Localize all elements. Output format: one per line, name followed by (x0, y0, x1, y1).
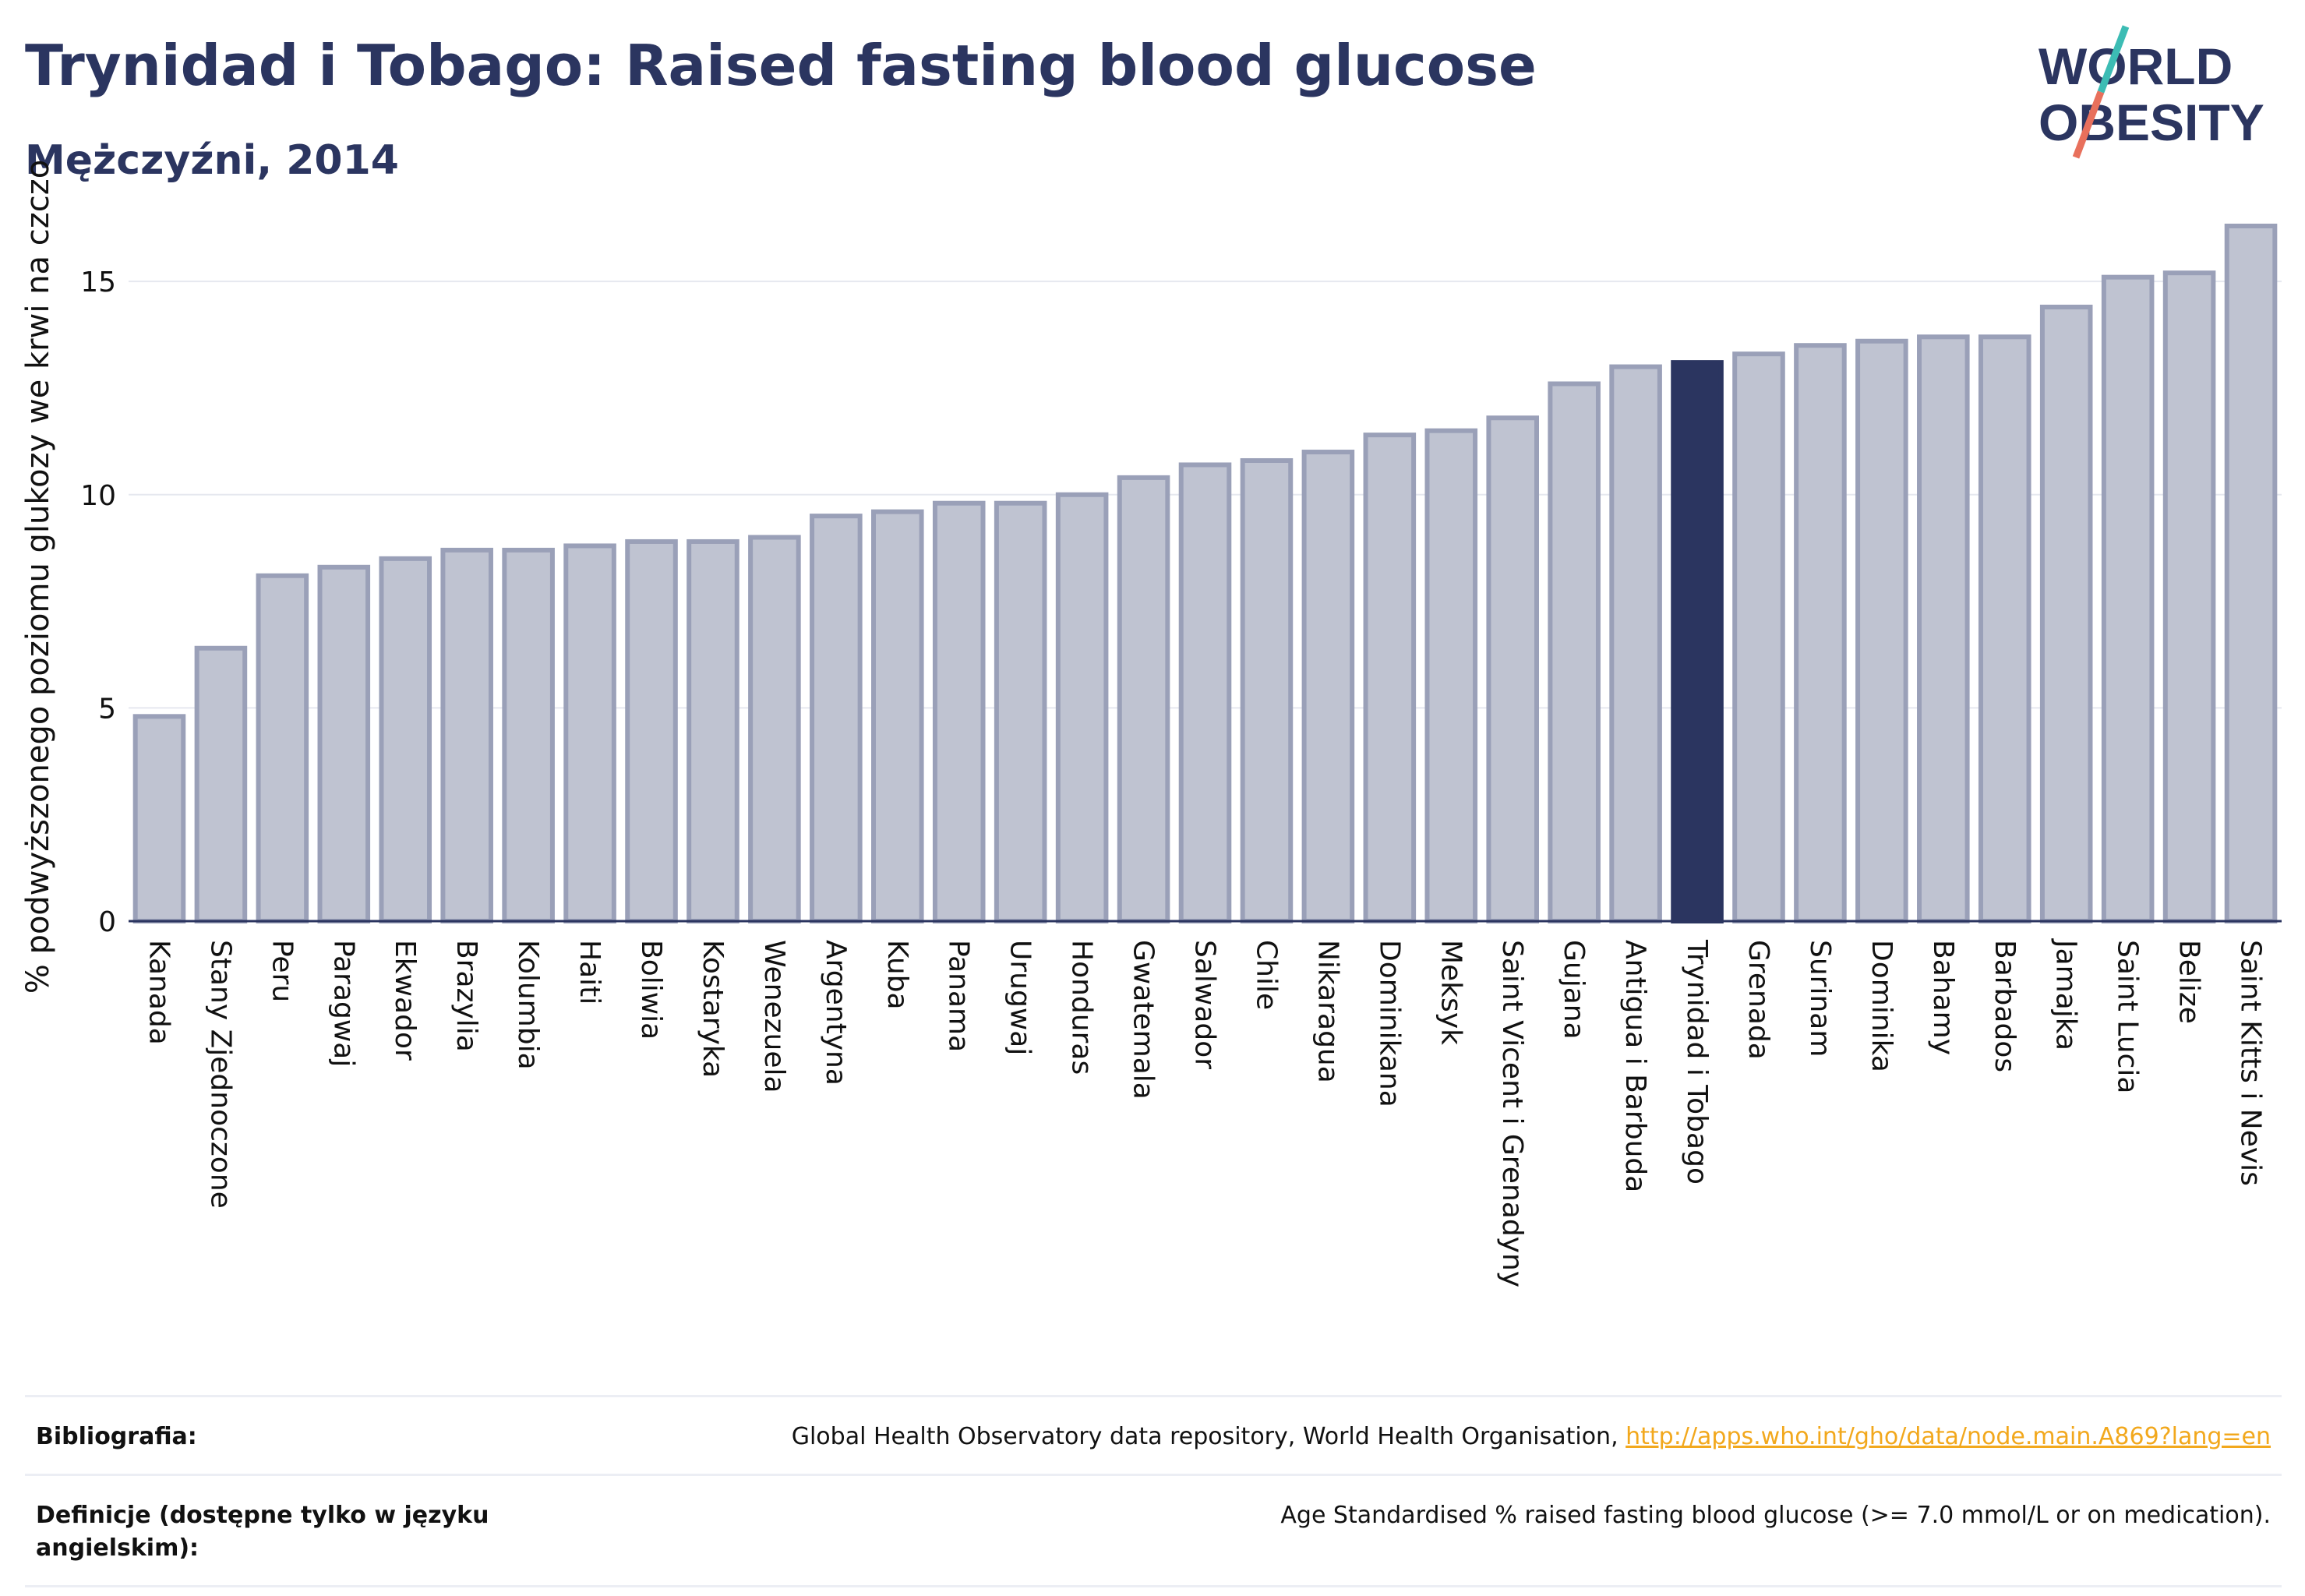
bar-jamajka (2039, 304, 2093, 923)
bar-haiti (563, 543, 616, 923)
y-tick-label: 10 (80, 480, 116, 512)
bar-paragwaj (317, 564, 371, 923)
footer-row-definitions: Definicje (dostępne tylko w języku angie… (25, 1474, 2282, 1587)
x-tick-label: Dominikana (1373, 940, 1405, 1107)
bar-barbados (1978, 334, 2031, 923)
chart-footer: Bibliografia: Global Health Observatory … (25, 1395, 2282, 1587)
chart-subtitle: Mężczyźni, 2014 (25, 137, 399, 184)
x-tick-label: Haiti (574, 940, 605, 1005)
bar-panama (932, 500, 986, 923)
bar-grenada (1732, 351, 1785, 924)
x-tick-label: Antigua i Barbuda (1619, 940, 1651, 1192)
x-tick-label: Salwador (1189, 940, 1221, 1069)
bar-gujana (1548, 381, 1601, 923)
bibliography-text: Global Health Observatory data repositor… (791, 1423, 1626, 1450)
bar-argentyna (810, 514, 863, 923)
bar-ekwador (379, 556, 432, 923)
bar-nikaragua (1301, 450, 1355, 923)
definitions-label: Definicje (dostępne tylko w języku angie… (36, 1502, 489, 1562)
x-tick-label: Wenezuela (758, 940, 790, 1093)
bar-chart: 0 5 10 15 Kanada Stany Zjednoczone Peru Paragw… (20, 160, 2282, 1287)
x-tick-label: Ekwador (389, 940, 421, 1061)
x-tick-label: Honduras (1066, 940, 1098, 1075)
bar-belize (2162, 270, 2216, 924)
bar-brazylia (440, 547, 493, 923)
bar-honduras (1055, 492, 1109, 923)
x-tick-label: Kanada (143, 940, 175, 1045)
x-tick-label: Saint Lucia (2112, 940, 2144, 1093)
bar-wenezuela (748, 535, 801, 924)
bar-antigua-i-barbuda (1609, 364, 1662, 924)
x-tick-label: Nikaragua (1311, 940, 1343, 1083)
bar-peru (256, 573, 309, 923)
bar-dominika (1855, 338, 1908, 924)
x-tick-label: Surinam (1804, 940, 1836, 1057)
world-obesity-logo: WORLD OBESITY (2038, 25, 2264, 159)
x-tick-label: Kostaryka (697, 940, 729, 1078)
bibliography-link[interactable]: http://apps.who.int/gho/data/node.main.A… (1626, 1423, 2271, 1450)
bar-saint-kitts-i-nevis (2224, 224, 2278, 923)
x-tick-label: Paragwaj (327, 940, 359, 1067)
x-tick-label: Chile (1250, 940, 1282, 1010)
definitions-value: Age Standardised % raised fasting blood … (1280, 1502, 2271, 1529)
bar-boliwia (625, 538, 678, 923)
logo-slash-teal (2097, 25, 2130, 94)
bar-stany-zjednoczone (194, 645, 248, 923)
x-tick-label: Argentyna (820, 940, 852, 1086)
bar-kanada (132, 714, 186, 923)
bar-salwador (1178, 462, 1232, 923)
x-axis-ticks: Kanada Stany Zjednoczone Peru Paragwaj Ekwad… (143, 938, 2266, 1287)
chart-title: Trynidad i Tobago: Raised fasting blood … (25, 33, 1537, 98)
bar-meksyk (1424, 428, 1478, 923)
x-tick-label: Belize (2173, 940, 2205, 1024)
x-tick-label: Trynidad i Tobago (1681, 939, 1713, 1185)
bar-kuba (870, 509, 924, 923)
bibliography-value: Global Health Observatory data repositor… (792, 1421, 2271, 1453)
logo-text-line1: WORLD (2038, 37, 2233, 95)
x-tick-label: Saint Kitts i Nevis (2235, 940, 2267, 1186)
logo-text-line2: OBESITY (2038, 94, 2264, 151)
x-tick-label: Gwatemala (1128, 940, 1160, 1100)
bar-kolumbia (502, 547, 555, 923)
x-tick-label: Barbados (1989, 940, 2021, 1072)
x-tick-label: Meksyk (1435, 940, 1467, 1045)
bar-gwatemala (1117, 475, 1170, 923)
x-tick-label: Peru (266, 940, 298, 1002)
x-tick-label: Panama (943, 940, 975, 1052)
y-axis-ticks: 0 5 10 15 (80, 267, 116, 938)
bars (132, 224, 2278, 924)
bibliography-label: Bibliografia: (36, 1423, 197, 1450)
bar-urugwaj (994, 500, 1047, 923)
y-tick-label: 5 (98, 693, 116, 725)
y-tick-label: 15 (80, 267, 116, 298)
bar-trynidad-i-tobago (1671, 360, 1724, 923)
logo-slash-coral (2072, 90, 2105, 159)
bar-saint-vicent-i-grenadyny (1486, 415, 1540, 923)
x-tick-label: Jamajka (2050, 938, 2082, 1050)
bar-kostaryka (687, 538, 740, 923)
x-tick-label: Dominika (1866, 940, 1897, 1072)
bar-saint-lucia (2101, 274, 2155, 923)
bar-chile (1240, 457, 1294, 923)
y-axis-label: % podwyższonego poziomu glukozy we krwi … (20, 160, 56, 994)
bar-dominikana (1363, 433, 1417, 923)
x-tick-label: Stany Zjednoczone (204, 940, 236, 1209)
x-tick-label: Brazylia (450, 940, 482, 1052)
bar-bahamy (1917, 334, 1970, 923)
x-tick-label: Gujana (1558, 940, 1590, 1040)
bar-surinam (1794, 343, 1847, 923)
x-tick-label: Kolumbia (512, 940, 544, 1070)
x-tick-label: Bahamy (1927, 940, 1959, 1055)
x-tick-label: Kuba (881, 940, 913, 1010)
x-tick-label: Boliwia (635, 940, 667, 1040)
x-tick-label: Saint Vicent i Grenadyny (1496, 940, 1528, 1287)
x-tick-label: Urugwaj (1004, 940, 1036, 1055)
x-tick-label: Grenada (1742, 940, 1774, 1060)
y-tick-label: 0 (98, 906, 116, 938)
footer-row-bibliography: Bibliografia: Global Health Observatory … (25, 1395, 2282, 1474)
